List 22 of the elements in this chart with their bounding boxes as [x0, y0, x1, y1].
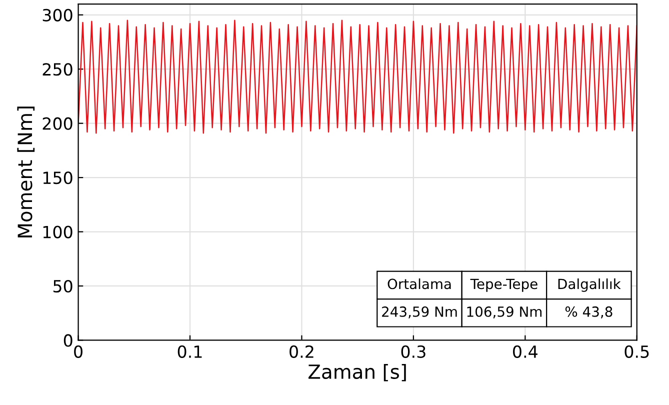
x-tick-label: 0.3 [401, 345, 426, 358]
x-tick-label: 0.1 [178, 345, 202, 358]
annotation: 243,59 Nm [382, 306, 457, 318]
x-axis-title: Zaman [s] [308, 364, 406, 382]
x-tick-label: 0.5 [624, 345, 649, 358]
y-tick-label: 150 [43, 172, 72, 184]
y-tick-label: 200 [42, 117, 72, 130]
y-tick-label: 50 [53, 280, 72, 293]
annotation: 106,59 Nm [467, 306, 542, 318]
annotation: Tepe-Tepe [470, 278, 538, 292]
x-tick-label: 0 [74, 345, 82, 358]
y-tick-label: 100 [43, 226, 72, 238]
x-tick-label: 0.4 [513, 345, 538, 358]
line-series [78, 20, 637, 134]
x-tick-label: 0.2 [290, 345, 314, 358]
y-tick-label: 0 [64, 334, 72, 347]
annotation: Dalgalılık [558, 278, 621, 292]
y-tick-label: 300 [42, 8, 72, 22]
y-tick-label: 250 [42, 63, 72, 76]
annotation: Ortalama [388, 278, 451, 290]
y-axis-title: Moment [Nm] [17, 106, 35, 238]
annotation: % 43,8 [565, 306, 612, 318]
